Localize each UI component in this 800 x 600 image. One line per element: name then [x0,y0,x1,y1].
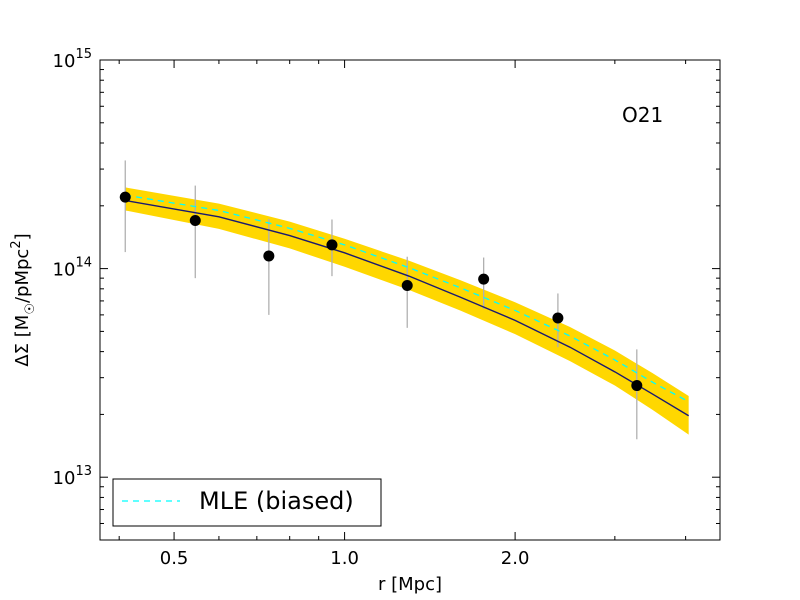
y-axis-label: ΔΣ [M☉/pMpc2] [9,233,38,366]
x-axis-label: r [Mpc] [378,574,442,595]
series-line-mle-biased [125,194,689,403]
y-axis-label-suffix: ] [12,233,33,240]
x-tick-label: 1.0 [330,548,359,569]
y-axis-label-mid: /pMpc [12,249,33,303]
y-tick-label-exponent: 13 [75,464,92,479]
y-tick-label: 1014 [53,256,92,281]
y-tick-label-exponent: 15 [75,47,92,62]
confidence-band [125,187,689,435]
data-point-7 [552,312,564,324]
y-axis-label-prefix: ΔΣ [M [12,315,33,367]
y-tick-label-base: 10 [53,51,76,72]
y-tick-label-base: 10 [53,468,76,489]
data-point-5 [401,279,413,291]
data-point-8 [631,380,643,392]
data-point-3 [263,250,275,262]
axes-frame [99,59,721,541]
plot-area [119,160,690,440]
y-axis-label-sub: ☉ [23,303,38,315]
x-tick-label: 2.0 [501,548,530,569]
data-point-6 [478,273,490,285]
panel-annotation: O21 [622,103,663,127]
legend: MLE (biased) [112,478,382,527]
series-line-best-fit [125,199,690,417]
y-tick-label-base: 10 [53,260,76,281]
y-tick-label: 1015 [53,47,92,72]
y-tick-label-exponent: 14 [75,256,92,271]
data-point-4 [326,239,338,251]
y-axis-label-sup: 2 [9,240,24,248]
data-point-1 [119,191,131,203]
y-tick-label: 1013 [53,464,92,489]
legend-label-mle: MLE (biased) [199,487,354,515]
svg-text:ΔΣ [M☉/pMpc2]: ΔΣ [M☉/pMpc2] [9,233,38,366]
data-point-2 [189,215,201,227]
x-tick-label: 0.5 [160,548,189,569]
legend-box [112,478,382,527]
